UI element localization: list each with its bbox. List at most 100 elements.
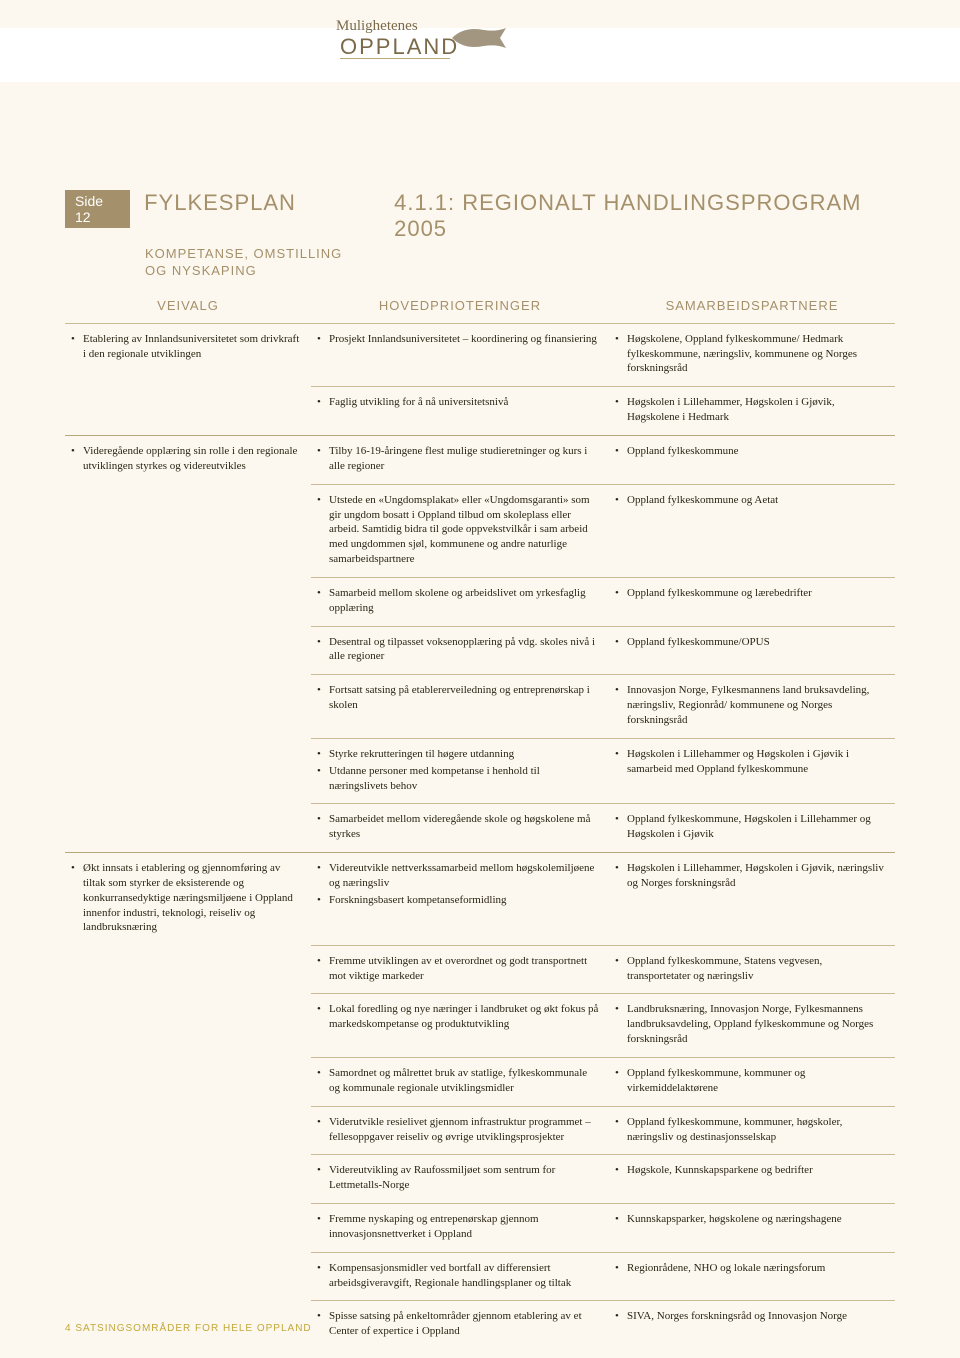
- list-item: Kompensasjonsmidler ved bortfall av diff…: [317, 1261, 599, 1291]
- list-item: Videreutvikle nettverkssamarbeid mellom …: [317, 861, 599, 891]
- cell-hovedprioteringer: Samarbeidet mellom videregående skole og…: [311, 804, 609, 853]
- list-item: Faglig utvikling for å nå universitetsni…: [317, 395, 599, 410]
- cell-hovedprioteringer: Lokal foredling og nye næringer i landbr…: [311, 994, 609, 1058]
- cell-samarbeidspartnere: Oppland fylkeskommune: [609, 436, 895, 485]
- subtitle: KOMPETANSE, OMSTILLING OG NYSKAPING: [145, 246, 895, 280]
- fish-icon: [450, 24, 510, 52]
- cell-hovedprioteringer: Fremme nyskaping og entrepenørskap gjenn…: [311, 1204, 609, 1253]
- cell-hovedprioteringer: Tilby 16-19-åringene flest mulige studie…: [311, 436, 609, 485]
- cell-samarbeidspartnere: Kunnskapsparker, høgskolene og næringsha…: [609, 1204, 895, 1253]
- cell-veivalg: [65, 945, 311, 994]
- list-item: Samordnet og målrettet bruk av statlige,…: [317, 1066, 599, 1096]
- cell-veivalg: [65, 994, 311, 1058]
- cell-samarbeidspartnere: Oppland fylkeskommune og Aetat: [609, 484, 895, 577]
- list-item: Fremme nyskaping og entrepenørskap gjenn…: [317, 1212, 599, 1242]
- cell-veivalg: [65, 484, 311, 577]
- cell-veivalg: [65, 387, 311, 436]
- list-item: Forskningsbasert kompetanseformidling: [317, 893, 599, 908]
- list-item: SIVA, Norges forskningsråd og Innovasjon…: [615, 1309, 885, 1324]
- list-item: Oppland fylkeskommune, Høgskolen i Lille…: [615, 812, 885, 842]
- cell-hovedprioteringer: Faglig utvikling for å nå universitetsni…: [311, 387, 609, 436]
- list-item: Styrke rekrutteringen til høgere utdanni…: [317, 747, 599, 762]
- footer-caption: 4 SATSINGSOMRÅDER FOR HELE OPPLAND: [65, 1323, 312, 1334]
- cell-veivalg: [65, 1155, 311, 1204]
- table-header-row: VEIVALG HOVEDPRIOTERINGER SAMARBEIDSPART…: [65, 292, 895, 324]
- cell-veivalg: [65, 1106, 311, 1155]
- cell-samarbeidspartnere: Oppland fylkeskommune, kommuner, høgskol…: [609, 1106, 895, 1155]
- subtitle-line1: KOMPETANSE, OMSTILLING: [145, 246, 342, 261]
- list-item: Oppland fylkeskommune, kommuner, høgskol…: [615, 1115, 885, 1145]
- cell-hovedprioteringer: Samarbeid mellom skolene og arbeidslivet…: [311, 577, 609, 626]
- logo-underline: [340, 58, 450, 59]
- table-row: Lokal foredling og nye næringer i landbr…: [65, 994, 895, 1058]
- table-row: Etablering av Innlandsuniversitetet som …: [65, 323, 895, 387]
- table-row: Faglig utvikling for å nå universitetsni…: [65, 387, 895, 436]
- list-item: Oppland fylkeskommune, Statens vegvesen,…: [615, 954, 885, 984]
- table-row: Utstede en «Ungdomsplakat» eller «Ungdom…: [65, 484, 895, 577]
- list-item: Høgskolene, Oppland fylkeskommune/ Hedma…: [615, 332, 885, 377]
- list-item: Oppland fylkeskommune og Aetat: [615, 493, 885, 508]
- list-item: Høgskolen i Lillehammer og Høgskolen i G…: [615, 747, 885, 777]
- cell-samarbeidspartnere: Høgskolen i Lillehammer, Høgskolen i Gjø…: [609, 853, 895, 946]
- list-item: Lokal foredling og nye næringer i landbr…: [317, 1002, 599, 1032]
- col-samarbeidspartnere: SAMARBEIDSPARTNERE: [609, 292, 895, 324]
- list-item: Fortsatt satsing på etablererveiledning …: [317, 683, 599, 713]
- cell-veivalg: [65, 577, 311, 626]
- cell-veivalg: [65, 626, 311, 675]
- subtitle-line2: OG NYSKAPING: [145, 263, 257, 278]
- table-row: Fremme nyskaping og entrepenørskap gjenn…: [65, 1204, 895, 1253]
- list-item: Desentral og tilpasset voksenopplæring p…: [317, 635, 599, 665]
- list-item: Tilby 16-19-åringene flest mulige studie…: [317, 444, 599, 474]
- cell-samarbeidspartnere: Høgskolen i Lillehammer, Høgskolen i Gjø…: [609, 387, 895, 436]
- cell-samarbeidspartnere: Høgskole, Kunnskapsparkene og bedrifter: [609, 1155, 895, 1204]
- cell-veivalg: [65, 804, 311, 853]
- list-item: Høgskole, Kunnskapsparkene og bedrifter: [615, 1163, 885, 1178]
- cell-hovedprioteringer: Viderutvikle resielivet gjennom infrastr…: [311, 1106, 609, 1155]
- table-row: Samarbeidet mellom videregående skole og…: [65, 804, 895, 853]
- list-item: Viderutvikle resielivet gjennom infrastr…: [317, 1115, 599, 1145]
- cell-samarbeidspartnere: Oppland fylkeskommune, Høgskolen i Lille…: [609, 804, 895, 853]
- page-number-badge: Side 12: [65, 190, 130, 228]
- cell-hovedprioteringer: Styrke rekrutteringen til høgere utdanni…: [311, 738, 609, 804]
- list-item: Utdanne personer med kompetanse i henhol…: [317, 764, 599, 794]
- title-section: 4.1.1: REGIONALT HANDLINGSPROGRAM 2005: [394, 190, 895, 242]
- cell-veivalg: Økt innsats i etablering og gjennomførin…: [65, 853, 311, 946]
- cell-veivalg: [65, 1252, 311, 1301]
- title-fylkesplan: FYLKESPLAN: [144, 190, 394, 216]
- table-row: Videregående opplæring sin rolle i den r…: [65, 436, 895, 485]
- list-item: Fremme utviklingen av et overordnet og g…: [317, 954, 599, 984]
- col-hovedprioteringer: HOVEDPRIOTERINGER: [311, 292, 609, 324]
- list-item: Høgskolen i Lillehammer, Høgskolen i Gjø…: [615, 395, 885, 425]
- plan-table: VEIVALG HOVEDPRIOTERINGER SAMARBEIDSPART…: [65, 292, 895, 1349]
- list-item: Videreutvikling av Raufossmiljøet som se…: [317, 1163, 599, 1193]
- cell-hovedprioteringer: Videreutvikling av Raufossmiljøet som se…: [311, 1155, 609, 1204]
- list-item: Samarbeid mellom skolene og arbeidslivet…: [317, 586, 599, 616]
- cell-samarbeidspartnere: Høgskolen i Lillehammer og Høgskolen i G…: [609, 738, 895, 804]
- cell-veivalg: Etablering av Innlandsuniversitetet som …: [65, 323, 311, 387]
- cell-hovedprioteringer: Utstede en «Ungdomsplakat» eller «Ungdom…: [311, 484, 609, 577]
- table-row: Kompensasjonsmidler ved bortfall av diff…: [65, 1252, 895, 1301]
- cell-veivalg: [65, 1204, 311, 1253]
- table-row: Desentral og tilpasset voksenopplæring p…: [65, 626, 895, 675]
- table-row: Videreutvikling av Raufossmiljøet som se…: [65, 1155, 895, 1204]
- cell-veivalg: [65, 738, 311, 804]
- title-row: Side 12 FYLKESPLAN 4.1.1: REGIONALT HAND…: [65, 190, 895, 242]
- cell-samarbeidspartnere: Regionrådene, NHO og lokale næringsforum: [609, 1252, 895, 1301]
- cell-veivalg: [65, 675, 311, 739]
- table-row: Fortsatt satsing på etablererveiledning …: [65, 675, 895, 739]
- cell-hovedprioteringer: Kompensasjonsmidler ved bortfall av diff…: [311, 1252, 609, 1301]
- list-item: Oppland fylkeskommune/OPUS: [615, 635, 885, 650]
- table-row: Fremme utviklingen av et overordnet og g…: [65, 945, 895, 994]
- list-item: Høgskolen i Lillehammer, Høgskolen i Gjø…: [615, 861, 885, 891]
- list-item: Landbruksnæring, Innovasjon Norge, Fylke…: [615, 1002, 885, 1047]
- list-item: Prosjekt Innlandsuniversitetet – koordin…: [317, 332, 599, 347]
- cell-samarbeidspartnere: Oppland fylkeskommune, Statens vegvesen,…: [609, 945, 895, 994]
- list-item: Utstede en «Ungdomsplakat» eller «Ungdom…: [317, 493, 599, 567]
- cell-samarbeidspartnere: SIVA, Norges forskningsråd og Innovasjon…: [609, 1301, 895, 1349]
- list-item: Oppland fylkeskommune og lærebedrifter: [615, 586, 885, 601]
- list-item: Samarbeidet mellom videregående skole og…: [317, 812, 599, 842]
- table-row: Styrke rekrutteringen til høgere utdanni…: [65, 738, 895, 804]
- list-item: Kunnskapsparker, høgskolene og næringsha…: [615, 1212, 885, 1227]
- cell-samarbeidspartnere: Høgskolene, Oppland fylkeskommune/ Hedma…: [609, 323, 895, 387]
- logo-block-text: OPPLAND: [340, 34, 459, 60]
